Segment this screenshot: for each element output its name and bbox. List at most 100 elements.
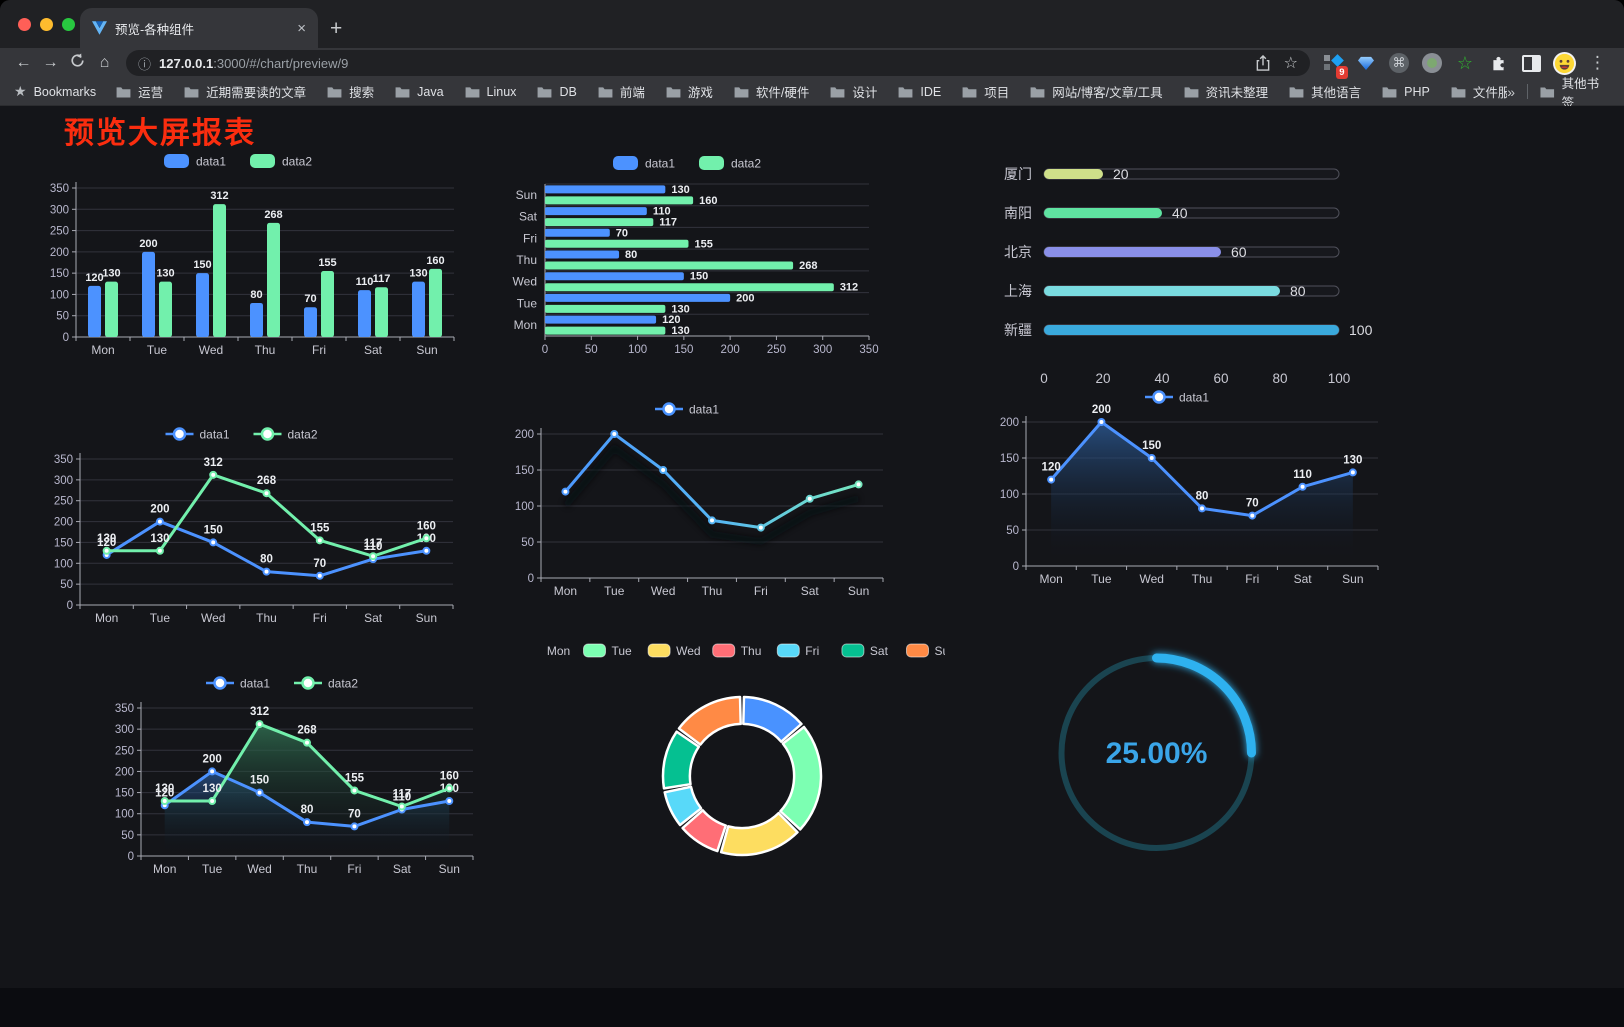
legend-Sat[interactable]: Sat bbox=[841, 643, 889, 658]
legend-data2[interactable]: data2 bbox=[294, 676, 358, 691]
gem-extension-icon[interactable] bbox=[1355, 52, 1377, 74]
svg-text:40: 40 bbox=[1172, 205, 1188, 221]
svg-text:Sat: Sat bbox=[1294, 572, 1313, 586]
share-icon[interactable] bbox=[1256, 55, 1270, 71]
legend-data1[interactable]: data1 bbox=[613, 156, 675, 171]
browser-tab[interactable]: 预览-各种组件 × bbox=[80, 8, 318, 48]
svg-text:150: 150 bbox=[193, 259, 211, 271]
bookmark-folder[interactable]: 网站/博客/文章/工具 bbox=[1030, 82, 1163, 101]
svg-text:Sun: Sun bbox=[516, 188, 537, 202]
svg-text:200: 200 bbox=[1092, 404, 1111, 416]
svg-text:130: 130 bbox=[102, 268, 120, 280]
progress-row-南阳: 南阳 40 bbox=[1004, 205, 1340, 221]
svg-text:110: 110 bbox=[1293, 469, 1312, 481]
slice-Sun bbox=[677, 695, 742, 746]
legend-Sun[interactable]: Sun bbox=[906, 643, 946, 658]
area-data1 bbox=[1051, 422, 1353, 566]
bookmark-folder[interactable]: 文件服务器 bbox=[1451, 82, 1507, 101]
bookmark-star-icon[interactable]: ☆ bbox=[1283, 55, 1298, 72]
bookmark-folder[interactable]: 其他语言 bbox=[1289, 82, 1361, 101]
bookmark-folder[interactable]: 近期需要读的文章 bbox=[184, 82, 306, 101]
bookmark-folder[interactable]: PHP bbox=[1382, 85, 1430, 99]
legend-data1[interactable]: data1 bbox=[655, 402, 719, 417]
bookmark-folder[interactable]: 游戏 bbox=[666, 82, 713, 101]
area-data2 bbox=[164, 724, 450, 856]
green-star-extension-icon[interactable]: ☆ bbox=[1456, 52, 1474, 73]
legend-Tue[interactable]: Tue bbox=[583, 643, 633, 658]
tab-close-icon[interactable]: × bbox=[297, 19, 306, 37]
svg-text:110: 110 bbox=[364, 541, 383, 553]
legend-Thu[interactable]: Thu bbox=[712, 643, 762, 658]
svg-text:0: 0 bbox=[63, 332, 69, 344]
home-icon[interactable]: ⌂ bbox=[99, 54, 110, 71]
svg-text:Fri: Fri bbox=[805, 644, 819, 658]
legend-data1[interactable]: data1 bbox=[165, 427, 230, 442]
side-panel-icon[interactable] bbox=[1520, 52, 1542, 74]
window-minimize-button[interactable] bbox=[40, 18, 53, 31]
svg-text:350: 350 bbox=[859, 344, 878, 356]
folder-icon bbox=[830, 86, 845, 98]
bookmark-folder[interactable]: IDE bbox=[898, 85, 941, 99]
bookmark-folder[interactable]: Linux bbox=[465, 85, 516, 99]
bookmark-folder[interactable]: 运营 bbox=[116, 82, 163, 101]
bookmarks-label[interactable]: Bookmarks bbox=[33, 84, 97, 99]
browser-menu-icon[interactable]: ⋮ bbox=[1589, 53, 1606, 72]
recorder-extension-icon[interactable] bbox=[1421, 52, 1443, 74]
new-tab-button[interactable]: + bbox=[330, 17, 343, 40]
bookmark-folder[interactable]: 设计 bbox=[830, 82, 877, 101]
svg-text:80: 80 bbox=[1272, 371, 1287, 386]
legend-data1[interactable]: data1 bbox=[1145, 390, 1209, 405]
bar-data1-Thu bbox=[545, 250, 620, 259]
svg-text:60: 60 bbox=[1231, 244, 1247, 260]
svg-text:data1: data1 bbox=[689, 403, 719, 417]
svg-text:130: 130 bbox=[155, 783, 174, 795]
profile-avatar[interactable] bbox=[1553, 51, 1576, 75]
legend-data2[interactable]: data2 bbox=[253, 427, 318, 442]
tab-manager-extension-icon[interactable]: 9 bbox=[1322, 52, 1348, 79]
slice-Mon bbox=[742, 695, 803, 743]
svg-text:Mon: Mon bbox=[514, 318, 537, 332]
page-title: 预览大屏报表 bbox=[64, 117, 256, 150]
extensions-puzzle-icon[interactable] bbox=[1487, 52, 1509, 74]
forward-icon[interactable]: → bbox=[42, 54, 59, 71]
folder-icon bbox=[327, 86, 342, 98]
bookmark-folder-list: 运营 近期需要读的文章 搜索 Java Linux DB 前端 游戏 软件/硬件 设计 IDE 项目 网… bbox=[116, 82, 1507, 101]
svg-text:155: 155 bbox=[310, 522, 330, 534]
legend-data1[interactable]: data1 bbox=[164, 154, 226, 169]
back-icon[interactable]: ← bbox=[15, 54, 32, 71]
site-info-icon[interactable]: ⓘ bbox=[138, 56, 152, 72]
svg-text:130: 130 bbox=[409, 268, 427, 280]
bookmark-folder[interactable]: 软件/硬件 bbox=[734, 82, 809, 101]
bookmark-folder[interactable]: DB bbox=[537, 85, 577, 99]
command-extension-icon[interactable]: ⌘ bbox=[1388, 52, 1410, 74]
window-close-button[interactable] bbox=[18, 18, 31, 31]
other-bookmarks-folder[interactable]: 其他书签 bbox=[1540, 73, 1610, 111]
legend-Fri[interactable]: Fri bbox=[776, 643, 819, 658]
bookmark-folder[interactable]: 资讯未整理 bbox=[1184, 82, 1268, 101]
legend-Wed[interactable]: Wed bbox=[647, 643, 701, 658]
legend-Mon[interactable]: Mon bbox=[545, 644, 570, 658]
svg-text:110: 110 bbox=[356, 276, 374, 288]
bookmark-folder[interactable]: 前端 bbox=[598, 82, 645, 101]
address-bar[interactable]: ⓘ 127.0.0.1:3000/#/chart/preview/9 ☆ bbox=[126, 50, 1310, 76]
window-zoom-button[interactable] bbox=[62, 18, 75, 31]
bookmark-folder[interactable]: 搜索 bbox=[327, 82, 374, 101]
bar-data2-Wed bbox=[545, 283, 834, 292]
bookmarks-overflow-chevron[interactable]: » bbox=[1507, 83, 1516, 100]
legend-data1[interactable]: data1 bbox=[206, 676, 270, 691]
svg-text:50: 50 bbox=[1006, 525, 1019, 537]
svg-text:300: 300 bbox=[50, 204, 69, 216]
bookmark-folder[interactable]: Java bbox=[395, 85, 444, 99]
svg-text:200: 200 bbox=[736, 292, 754, 304]
svg-text:80: 80 bbox=[1290, 283, 1306, 299]
reload-icon[interactable] bbox=[64, 53, 91, 73]
bookmarks-star-icon[interactable]: ★ bbox=[14, 83, 27, 99]
svg-text:150: 150 bbox=[690, 271, 708, 283]
svg-text:0: 0 bbox=[542, 344, 548, 356]
svg-text:Thu: Thu bbox=[1192, 572, 1213, 586]
legend-data2[interactable]: data2 bbox=[250, 154, 312, 169]
bookmark-folder[interactable]: 项目 bbox=[962, 82, 1009, 101]
legend-data2[interactable]: data2 bbox=[699, 156, 761, 171]
svg-text:130: 130 bbox=[150, 533, 169, 545]
bar-data2-Fri bbox=[545, 239, 689, 248]
